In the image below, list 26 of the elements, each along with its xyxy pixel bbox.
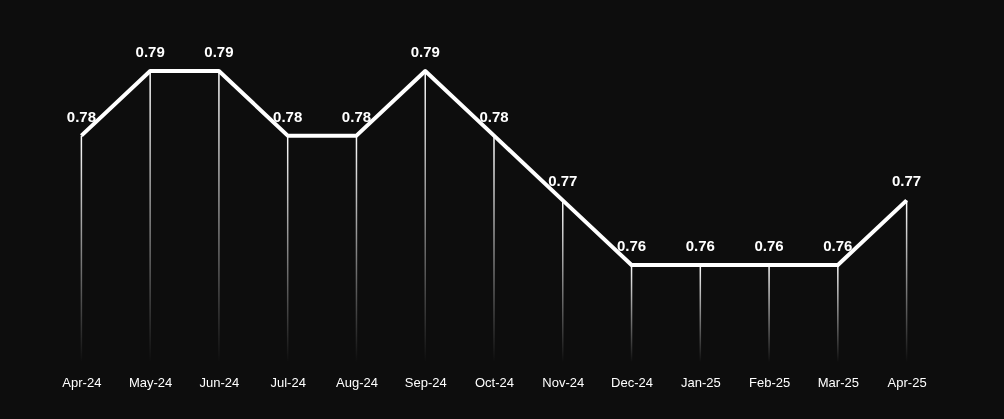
x-tick-label: Apr-24	[62, 374, 102, 390]
data-label: 0.78	[273, 107, 303, 125]
data-label: 0.76	[616, 237, 647, 254]
x-tick-label: May-24	[128, 374, 173, 390]
x-tick-label: Sep-24	[404, 374, 447, 390]
data-label: 0.79	[135, 43, 165, 60]
x-tick-label: Apr-25	[887, 374, 927, 390]
x-tick-label: Jun-24	[199, 374, 240, 390]
data-label: 0.79	[410, 43, 440, 60]
data-label: 0.76	[685, 237, 715, 254]
x-tick-label: Mar-25	[817, 374, 859, 390]
x-tick-label: Dec-24	[611, 374, 653, 390]
x-tick-label: Feb-25	[748, 374, 791, 390]
x-tick-label: Aug-24	[336, 374, 378, 390]
data-label: 0.77	[892, 172, 922, 190]
data-label: 0.78	[479, 107, 509, 125]
x-tick-label: Nov-24	[542, 374, 585, 390]
data-label: 0.78	[341, 107, 372, 125]
data-label: 0.79	[204, 43, 234, 60]
x-tick-label: Jul-24	[270, 374, 306, 390]
data-label: 0.76	[754, 237, 784, 254]
x-tick-label: Jan-25	[680, 374, 721, 390]
data-label: 0.76	[823, 237, 853, 254]
x-tick-label: Oct-24	[474, 374, 515, 390]
data-label: 0.77	[548, 172, 578, 190]
data-label: 0.78	[66, 107, 96, 125]
